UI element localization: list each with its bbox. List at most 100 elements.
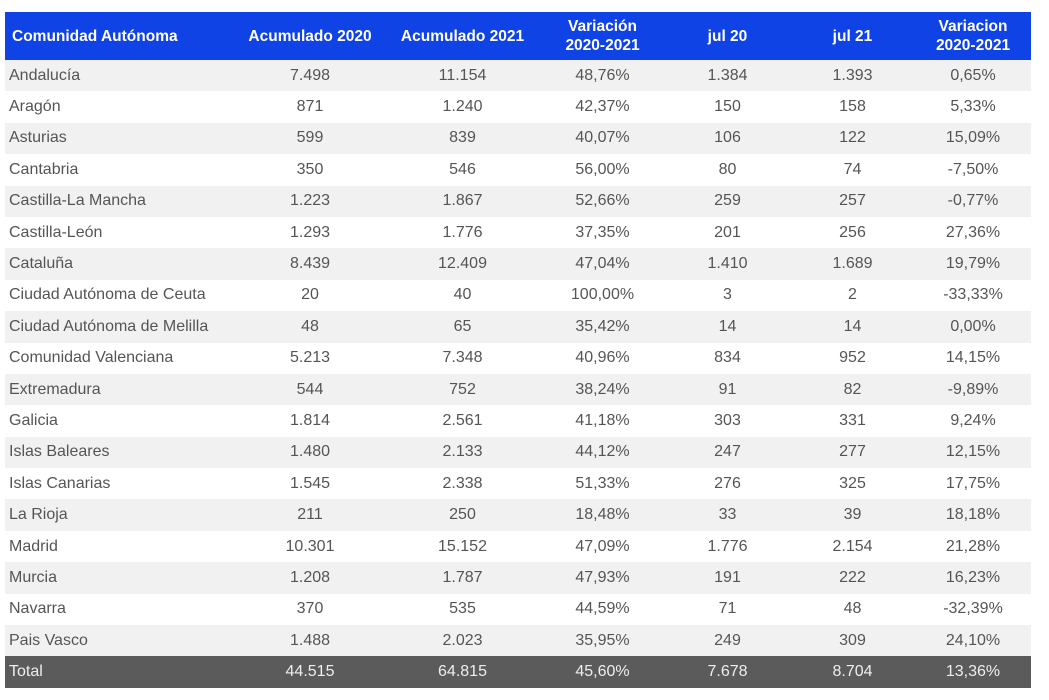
data-row: Galicia 1.814 2.561 41,18% 303 331 9,24% bbox=[5, 405, 1031, 436]
value-cell: 17,75% bbox=[945, 474, 1001, 492]
value-cell: 303 bbox=[714, 411, 741, 429]
value-cell: 1.787 bbox=[442, 568, 483, 586]
region-cell: Castilla-León bbox=[9, 223, 103, 241]
region-cell: Aragón bbox=[9, 98, 61, 116]
header-text: 2020-2021 bbox=[565, 37, 640, 54]
value-cell: 106 bbox=[714, 129, 741, 147]
value-cell: 0,00% bbox=[950, 317, 996, 335]
value-cell: 370 bbox=[296, 600, 324, 618]
region-cell: Comunidad Valenciana bbox=[9, 349, 174, 367]
data-row: Cantabria 350 546 56,00% 80 74 -7,50% bbox=[5, 154, 1031, 185]
value-cell: 211 bbox=[297, 506, 323, 524]
data-row: Murcia 1.208 1.787 47,93% 191 222 16,23% bbox=[5, 562, 1031, 594]
value-cell: 222 bbox=[839, 568, 866, 586]
region-cell: Murcia bbox=[9, 568, 58, 586]
region-cell: Extremadura bbox=[9, 380, 101, 398]
value-cell: 37,35% bbox=[575, 223, 630, 241]
region-cell: Cantabria bbox=[9, 160, 79, 178]
value-cell: 14 bbox=[718, 317, 737, 335]
value-cell: -33,33% bbox=[943, 286, 1003, 304]
data-row: Castilla-La Mancha 1.223 1.867 52,66% 259 257… bbox=[5, 185, 1031, 217]
value-cell: 33 bbox=[718, 506, 737, 524]
value-cell: 40,96% bbox=[575, 349, 630, 367]
value-cell: 16,23% bbox=[945, 568, 1001, 586]
value-cell: 544 bbox=[296, 380, 324, 398]
value-cell: 599 bbox=[296, 129, 324, 147]
value-cell: 44,12% bbox=[575, 443, 630, 461]
data-row: Cataluña 8.439 12.409 47,04% 1.410 1.689 19,79… bbox=[5, 248, 1031, 280]
value-cell: 15,09% bbox=[945, 129, 1001, 147]
value-cell: 15.152 bbox=[438, 537, 487, 555]
header-cell: jul 21 bbox=[790, 27, 915, 46]
value-cell: 150 bbox=[714, 98, 741, 116]
value-cell: 52,66% bbox=[575, 192, 630, 210]
value-cell: 259 bbox=[714, 192, 741, 210]
data-row: Comunidad Valenciana 5.213 7.348 40,96% 834 9… bbox=[5, 343, 1031, 374]
value-cell: 1.814 bbox=[289, 411, 331, 429]
region-cell: Cataluña bbox=[9, 255, 74, 273]
value-cell: 839 bbox=[449, 129, 476, 147]
data-row: Pais Vasco 1.488 2.023 35,95% 249 309 24,10% bbox=[5, 625, 1031, 657]
value-cell: 42,37% bbox=[575, 98, 630, 116]
value-cell: 2.133 bbox=[442, 443, 483, 461]
value-cell: 27,36% bbox=[945, 223, 1001, 241]
value-cell: 3 bbox=[723, 286, 732, 304]
value-cell: 47,04% bbox=[575, 255, 630, 273]
value-cell: 9,24% bbox=[950, 411, 996, 429]
header-text: jul 21 bbox=[832, 27, 873, 45]
value-cell: 1.223 bbox=[289, 192, 331, 210]
data-row: Madrid 10.301 15.152 47,09% 1.776 2.154 21,28% bbox=[5, 531, 1031, 562]
data-row: Navarra 370 535 44,59% 71 48 -32,39% bbox=[5, 594, 1031, 625]
value-cell: 2.561 bbox=[442, 411, 483, 429]
value-cell: 48 bbox=[301, 317, 319, 335]
value-cell: 1.488 bbox=[289, 631, 331, 649]
header-cell: Acumulado 2021 bbox=[385, 27, 540, 46]
value-cell: 2.154 bbox=[832, 537, 873, 555]
header-text: Acumulado 2021 bbox=[400, 27, 525, 45]
region-cell: Navarra bbox=[9, 600, 66, 618]
value-cell: 14 bbox=[843, 317, 862, 335]
region-cell: La Rioja bbox=[9, 506, 68, 524]
value-cell: 952 bbox=[839, 349, 866, 367]
value-cell: 1.776 bbox=[442, 223, 483, 241]
value-cell: 13,36% bbox=[945, 663, 1001, 681]
data-row: Islas Canarias 1.545 2.338 51,33% 276 325 17,7… bbox=[5, 468, 1031, 499]
value-cell: 2.023 bbox=[442, 631, 483, 649]
value-cell: 35,42% bbox=[575, 317, 630, 335]
header-text: Comunidad Autónoma bbox=[12, 27, 178, 45]
value-cell: 309 bbox=[839, 631, 866, 649]
value-cell: 5.213 bbox=[289, 349, 331, 367]
value-cell: -32,39% bbox=[943, 600, 1003, 618]
value-cell: 41,18% bbox=[575, 411, 630, 429]
value-cell: 256 bbox=[839, 223, 866, 241]
value-cell: 56,00% bbox=[575, 160, 630, 178]
header-text: Acumulado 2020 bbox=[248, 27, 372, 45]
value-cell: 834 bbox=[714, 349, 741, 367]
header-row: Comunidad Autónoma Acumulado 2020 Acumulad… bbox=[5, 12, 1031, 60]
value-cell: 80 bbox=[718, 160, 737, 178]
header-cell: Variación 2020-2021 bbox=[540, 17, 665, 55]
region-cell: Andalucía bbox=[9, 66, 81, 84]
value-cell: 546 bbox=[449, 160, 476, 178]
value-cell: -0,77% bbox=[947, 192, 999, 210]
total-row: Total 44.515 64.815 45,60% 7.678 8.704 13,36% bbox=[5, 656, 1031, 688]
header-cell: jul 20 bbox=[665, 27, 790, 46]
value-cell: 45,60% bbox=[575, 663, 630, 681]
header-cell: Variacion 2020-2021 bbox=[915, 17, 1031, 55]
value-cell: 20 bbox=[301, 286, 319, 304]
region-cell: Islas Canarias bbox=[9, 474, 111, 492]
data-row: Extremadura 544 752 38,24% 91 82 -9,89% bbox=[5, 373, 1031, 406]
data-row: Andalucía 7.498 11.154 48,76% 1.384 1.393 0,65… bbox=[5, 60, 1031, 92]
value-cell: 1.776 bbox=[707, 537, 748, 555]
value-cell: 38,24% bbox=[575, 380, 630, 398]
value-cell: 7.348 bbox=[442, 349, 483, 367]
value-cell: 82 bbox=[843, 380, 862, 398]
value-cell: 325 bbox=[839, 474, 866, 492]
value-cell: 247 bbox=[714, 443, 741, 461]
value-cell: 1.689 bbox=[832, 255, 873, 273]
value-cell: 1.293 bbox=[289, 223, 331, 241]
data-row: Asturias 599 839 40,07% 106 122 15,09% bbox=[5, 122, 1031, 155]
value-cell: 51,33% bbox=[575, 474, 630, 492]
value-cell: 122 bbox=[839, 129, 866, 147]
value-cell: 18,18% bbox=[945, 506, 1001, 524]
